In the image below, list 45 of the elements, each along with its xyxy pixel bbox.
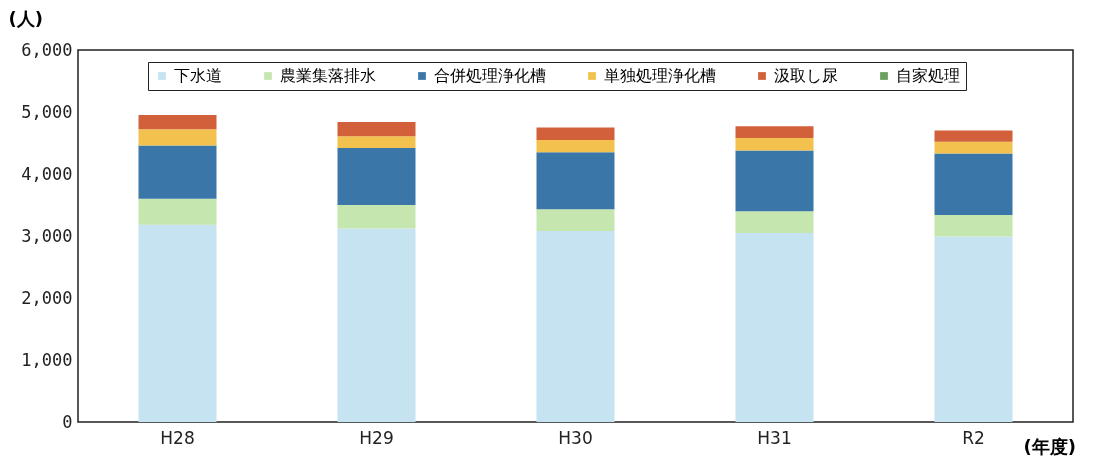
legend-label: 汲取し尿: [774, 66, 838, 85]
bar: [934, 153, 1013, 215]
legend-label: 合併処理浄化槽: [434, 66, 546, 85]
x-tick-label: R2: [962, 427, 985, 448]
bar: [337, 121, 416, 137]
y-tick-label: 5,000: [21, 101, 73, 122]
bar: [735, 211, 814, 233]
bar: [536, 127, 615, 140]
bar: [735, 138, 814, 151]
bar: [735, 232, 814, 422]
y-tick-label: 1,000: [21, 349, 73, 370]
x-tick-label: H28: [160, 427, 195, 448]
bar: [536, 231, 615, 422]
legend-label: 農業集落排水: [280, 66, 376, 85]
y-axis-title: (人): [8, 7, 43, 29]
x-tick-label: H31: [757, 427, 792, 448]
legend-label: 下水道: [174, 66, 222, 85]
legend-label: 単独処理浄化槽: [604, 66, 716, 85]
bar: [536, 209, 615, 232]
bar: [735, 150, 814, 212]
bar: [138, 198, 217, 225]
x-tick-label: H30: [558, 427, 593, 448]
bar: [337, 205, 416, 229]
bar: [337, 136, 416, 148]
y-tick-label: 6,000: [21, 39, 73, 60]
bar: [934, 214, 1013, 237]
bar: [735, 126, 814, 139]
bar: [138, 129, 217, 146]
y-tick-label: 4,000: [21, 163, 73, 184]
bar: [337, 147, 416, 205]
bar: [536, 139, 615, 153]
bar: [934, 130, 1013, 142]
y-tick-label: 2,000: [21, 287, 73, 308]
y-tick-label: 3,000: [21, 225, 73, 246]
bar: [934, 236, 1013, 422]
x-tick-label: H29: [359, 427, 394, 448]
bar: [337, 228, 416, 422]
bar: [536, 152, 615, 210]
bar: [138, 224, 217, 422]
bar: [934, 141, 1013, 154]
bar: [138, 145, 217, 199]
x-axis-title: (年度): [1023, 435, 1076, 457]
y-tick-label: 0: [62, 411, 73, 432]
legend-label: 自家処理: [896, 66, 960, 85]
bar: [138, 115, 217, 130]
